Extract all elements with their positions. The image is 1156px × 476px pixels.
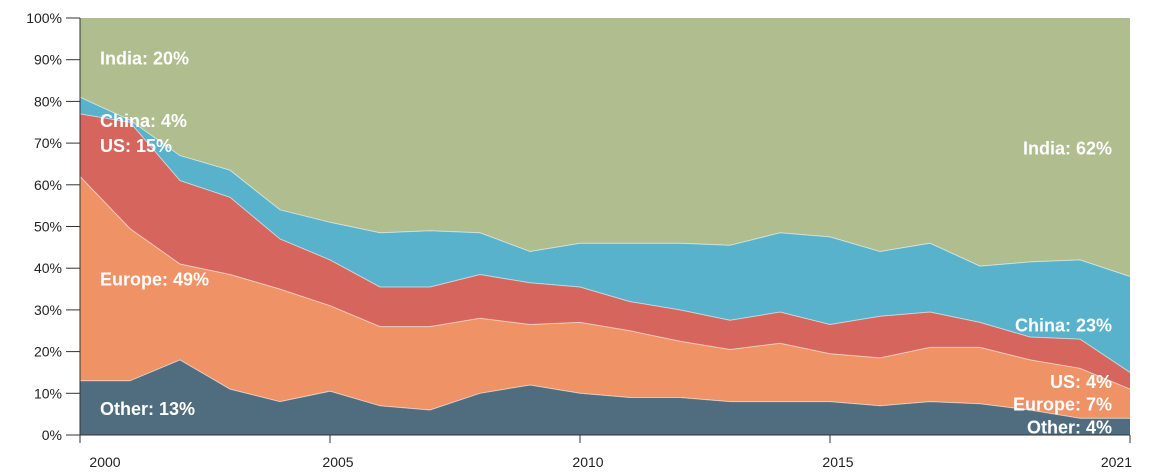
y-tick-label: 10%: [34, 385, 62, 401]
area-india: [80, 18, 1130, 277]
y-tick-label: 90%: [34, 52, 62, 68]
y-tick-label: 40%: [34, 260, 62, 276]
label-china-start: China: 4%: [100, 111, 187, 131]
y-tick-label: 80%: [34, 93, 62, 109]
series-labels: India: 20% China: 4% US: 15% Europe: 49% Oth…: [100, 49, 1112, 438]
area-layers: [79, 18, 1131, 435]
y-tick-label: 50%: [34, 219, 62, 235]
x-tick-label: 2021: [1101, 454, 1132, 470]
area-europe: [80, 176, 1130, 419]
boundary-other: [80, 359, 1130, 419]
y-tick-label: 20%: [34, 344, 62, 360]
boundary-china: [79, 96, 1131, 277]
label-india-end: India: 62%: [1023, 138, 1112, 158]
label-other-start: Other: 13%: [100, 399, 195, 419]
area-other: [80, 359, 1130, 435]
x-axis: 2000 2005 2010 2015 2021: [79, 434, 1132, 470]
x-tick-label: 2010: [572, 454, 603, 470]
y-axis: 0% 10% 20% 30% 40% 50% 60% 70% 80% 90% 100%: [26, 10, 81, 443]
x-tick-label: 2000: [89, 454, 120, 470]
label-europe-start: Europe: 49%: [100, 270, 209, 290]
label-us-start: US: 15%: [100, 136, 172, 156]
area-us: [80, 113, 1130, 390]
area-china: [80, 97, 1130, 373]
boundary-europe: [79, 176, 1131, 390]
boundary-us: [79, 113, 1131, 373]
y-tick-label: 60%: [34, 177, 62, 193]
label-other-end: Other: 4%: [1027, 418, 1112, 438]
label-us-end: US: 4%: [1050, 372, 1112, 392]
x-tick-label: 2015: [822, 454, 853, 470]
y-tick-label: 100%: [26, 10, 62, 26]
y-tick-label: 30%: [34, 302, 62, 318]
label-india-start: India: 20%: [100, 49, 189, 69]
x-tick-label: 2005: [322, 454, 353, 470]
y-tick-label: 0%: [42, 427, 62, 443]
y-tick-label: 70%: [34, 135, 62, 151]
label-europe-end: Europe: 7%: [1013, 395, 1112, 415]
label-china-end: China: 23%: [1015, 315, 1112, 335]
